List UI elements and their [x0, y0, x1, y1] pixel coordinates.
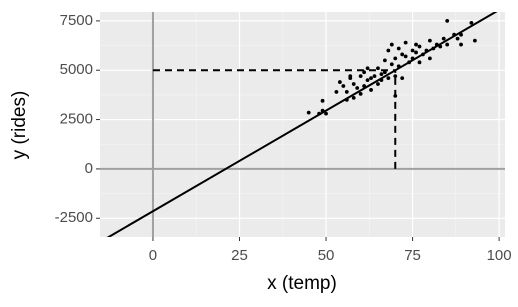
y-tick-label: 5000 [60, 61, 93, 78]
point [369, 76, 373, 81]
point [403, 54, 408, 59]
point [372, 74, 377, 79]
point [324, 111, 328, 116]
point [441, 36, 446, 41]
point [393, 93, 398, 98]
point [417, 44, 422, 49]
point [445, 18, 450, 23]
point [382, 70, 387, 75]
point [348, 74, 353, 79]
point [427, 38, 432, 43]
point [455, 36, 460, 41]
point [365, 78, 370, 82]
x-tick-label: 75 [404, 247, 421, 264]
point [351, 82, 356, 86]
point [376, 66, 380, 71]
y-tick-label: 2500 [60, 111, 93, 128]
point [403, 40, 408, 45]
point [362, 70, 367, 75]
point [389, 62, 394, 67]
y-tick-label: 0 [85, 160, 93, 177]
point [369, 88, 373, 92]
point [389, 42, 394, 47]
point [320, 98, 325, 103]
point [358, 74, 363, 79]
point [393, 74, 398, 79]
point [414, 42, 418, 47]
point [410, 48, 415, 53]
point [379, 72, 384, 77]
point [469, 20, 474, 25]
point [376, 82, 380, 86]
point [306, 110, 311, 115]
point [337, 80, 342, 84]
point [382, 58, 387, 63]
point [341, 84, 346, 88]
point [355, 86, 360, 90]
point [351, 95, 356, 100]
point [400, 52, 405, 57]
point [396, 46, 401, 51]
x-axis-title: x (temp) [267, 273, 337, 294]
point [427, 56, 432, 61]
point [472, 38, 477, 43]
y-tick-label: 7500 [60, 12, 93, 29]
y-axis-title: y (rides) [9, 91, 30, 160]
x-tick-label: 25 [231, 247, 248, 264]
y-tick-label: -2500 [55, 209, 93, 226]
point [358, 92, 363, 96]
point [414, 50, 418, 55]
fit-line [106, 12, 498, 237]
x-tick-label: 50 [318, 247, 335, 264]
point [400, 76, 405, 81]
x-tick-label: 0 [149, 247, 157, 264]
point [334, 90, 339, 94]
point [459, 42, 463, 47]
point [344, 90, 349, 94]
point [393, 56, 398, 61]
point [386, 76, 391, 81]
point [445, 42, 450, 47]
point [365, 66, 370, 71]
point [417, 60, 422, 65]
point [386, 48, 391, 53]
x-tick-label: 100 [487, 247, 512, 264]
